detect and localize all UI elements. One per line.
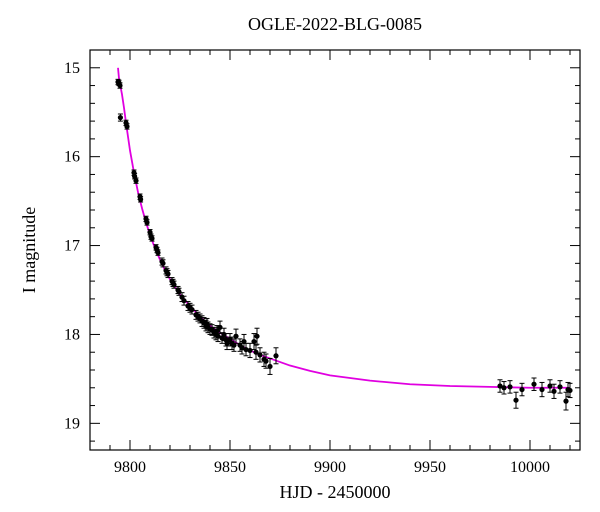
chart-container: 9800 9850 9900 9950 10000 15 16 17 18 19 OGLE-2022… bbox=[0, 0, 600, 512]
lightcurve-chart: 9800 9850 9900 9950 10000 15 16 17 18 19 OGLE-2022… bbox=[0, 0, 600, 512]
y-tick-label: 18 bbox=[64, 326, 80, 343]
y-tick-label: 17 bbox=[64, 238, 80, 255]
x-tick-label: 9950 bbox=[414, 459, 446, 476]
x-tick-label: 9800 bbox=[114, 459, 146, 476]
chart-title: OGLE-2022-BLG-0085 bbox=[248, 14, 422, 34]
x-tick-label: 9900 bbox=[314, 459, 346, 476]
plot-frame bbox=[90, 50, 580, 450]
y-tick-label: 16 bbox=[64, 149, 80, 166]
x-axis-label: HJD - 2450000 bbox=[280, 482, 391, 502]
x-tick-label: 9850 bbox=[214, 459, 246, 476]
data-points bbox=[115, 79, 572, 410]
y-tick-label: 19 bbox=[64, 415, 80, 432]
y-axis-label: I magnitude bbox=[19, 207, 39, 293]
model-curve bbox=[118, 68, 570, 388]
y-tick-label: 15 bbox=[64, 60, 80, 77]
x-tick-label: 10000 bbox=[510, 459, 550, 476]
